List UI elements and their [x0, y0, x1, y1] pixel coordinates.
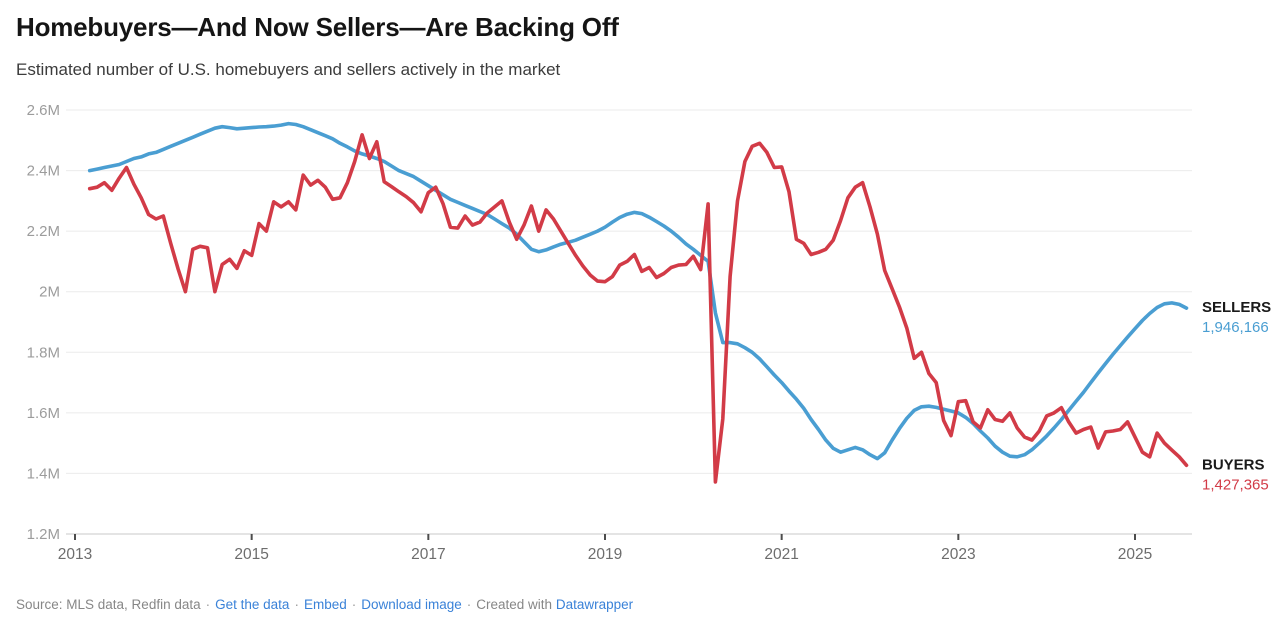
- y-tick-label: 2.2M: [27, 223, 60, 240]
- footer: Source: MLS data, Redfin data · Get the da…: [16, 597, 633, 612]
- footer-separator: ·: [466, 597, 472, 612]
- datawrapper-link[interactable]: Datawrapper: [555, 597, 634, 612]
- footer-separator: ·: [351, 597, 357, 612]
- chart-title: Homebuyers—And Now Sellers—Are Backing O…: [16, 12, 619, 42]
- source-text: Source: MLS data, Redfin data: [16, 597, 201, 612]
- y-tick-label: 2.6M: [27, 102, 60, 119]
- footer-separator: ·: [205, 597, 211, 612]
- x-tick-label: 2023: [941, 546, 975, 563]
- series-end-value-buyers: 1,427,365: [1202, 476, 1269, 493]
- y-tick-label: 2.4M: [27, 163, 60, 180]
- x-tick-label: 2025: [1118, 546, 1152, 563]
- y-tick-label: 1.6M: [27, 405, 60, 422]
- chart-subtitle: Estimated number of U.S. homebuyers and …: [16, 60, 561, 79]
- series-line-sellers: [87, 121, 1189, 461]
- y-tick-label: 1.8M: [27, 344, 60, 361]
- x-tick-label: 2015: [234, 546, 268, 563]
- created-with-text: Created with: [476, 597, 553, 612]
- series-end-label-sellers: SELLERS: [1202, 299, 1271, 316]
- get-the-data-link[interactable]: Get the data: [215, 597, 290, 612]
- series-end-label-buyers: BUYERS: [1202, 456, 1265, 473]
- download-image-link[interactable]: Download image: [361, 597, 462, 612]
- embed-link[interactable]: Embed: [303, 597, 347, 612]
- y-tick-label: 1.4M: [27, 465, 60, 482]
- x-tick-label: 2021: [764, 546, 798, 563]
- series-end-value-sellers: 1,946,166: [1202, 319, 1269, 336]
- x-tick-label: 2017: [411, 546, 445, 563]
- series-line-buyers: [87, 133, 1189, 484]
- x-tick-label: 2019: [588, 546, 622, 563]
- x-tick-label: 2013: [58, 546, 92, 563]
- y-tick-label: 2M: [39, 284, 60, 301]
- footer-separator: ·: [294, 597, 299, 612]
- y-tick-label: 1.2M: [27, 526, 60, 543]
